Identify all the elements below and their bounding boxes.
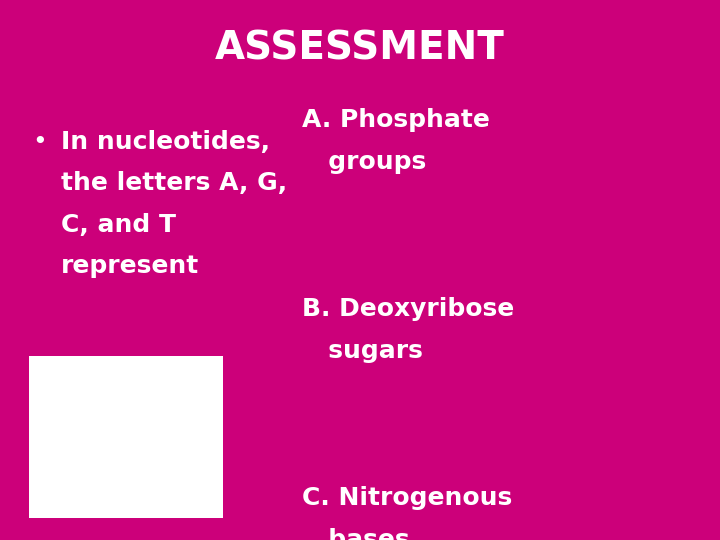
Text: C. Nitrogenous: C. Nitrogenous bbox=[302, 486, 513, 510]
Bar bbox=[29, 356, 223, 518]
Text: In nucleotides,: In nucleotides, bbox=[61, 130, 270, 153]
Text: bases: bases bbox=[302, 528, 410, 540]
Text: represent: represent bbox=[61, 254, 199, 278]
Text: groups: groups bbox=[302, 150, 427, 173]
Text: •: • bbox=[32, 130, 47, 153]
Text: C, and T: C, and T bbox=[61, 213, 176, 237]
Text: ASSESSMENT: ASSESSMENT bbox=[215, 30, 505, 68]
Text: the letters A, G,: the letters A, G, bbox=[61, 171, 287, 195]
Text: B. Deoxyribose: B. Deoxyribose bbox=[302, 297, 515, 321]
Text: sugars: sugars bbox=[302, 339, 423, 362]
Text: A. Phosphate: A. Phosphate bbox=[302, 108, 490, 132]
